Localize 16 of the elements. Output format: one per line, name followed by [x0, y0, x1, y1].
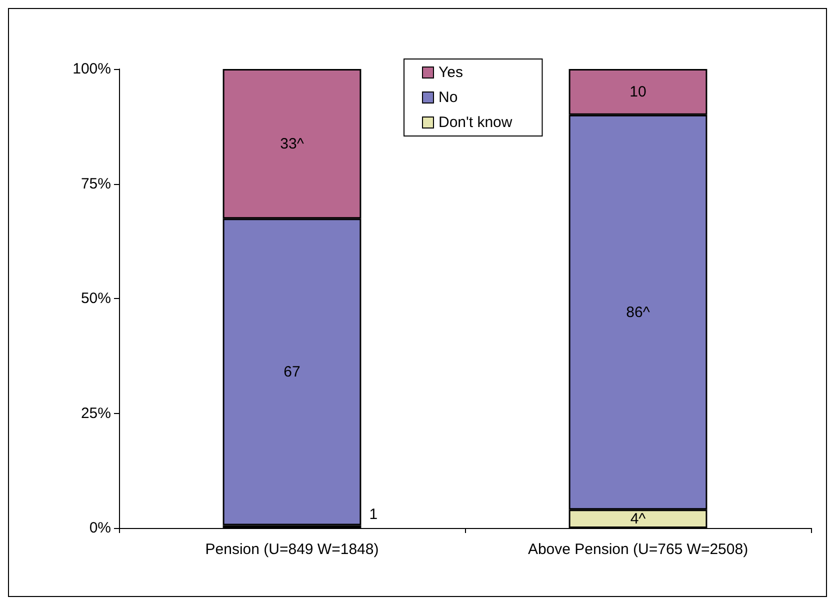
legend-label: Don't know — [438, 114, 512, 131]
legend-label: Yes — [438, 64, 463, 81]
y-tick-label: 75% — [80, 175, 111, 192]
data-label: 67 — [284, 363, 300, 380]
y-tick-label: 0% — [89, 520, 111, 536]
data-label: 86^ — [626, 304, 650, 321]
data-label: 10 — [630, 83, 646, 100]
y-tick-label: 50% — [80, 290, 111, 307]
x-tick-label: Above Pension (U=765 W=2508) — [528, 541, 748, 558]
y-tick-label: 100% — [72, 60, 111, 78]
data-label: 33^ — [280, 135, 304, 152]
y-tick-label: 25% — [80, 404, 111, 422]
data-label: 4^ — [630, 510, 646, 528]
x-tick-label: Pension (U=849 W=1848) — [205, 541, 379, 558]
legend-label: No — [438, 89, 458, 106]
data-label: 1 — [369, 506, 378, 524]
